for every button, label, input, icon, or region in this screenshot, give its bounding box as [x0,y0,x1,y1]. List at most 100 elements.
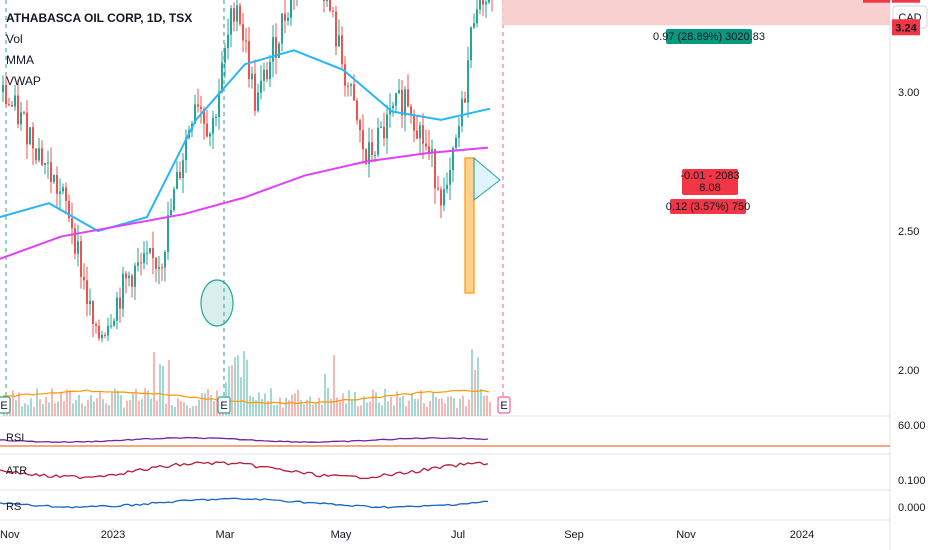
earnings-marker: E [220,400,227,412]
volume-bar [99,391,101,416]
indicator-vwap[interactable]: VWAP [6,74,41,88]
candle-body [146,252,148,254]
candle-body [335,11,337,47]
candle-body [209,133,211,137]
candle-body [224,48,226,63]
volume-bar [312,404,314,416]
volume-bar [201,392,203,416]
volume-bar [303,404,305,416]
candle-body [140,262,142,264]
volume-bar [36,388,38,416]
volume-bar [390,396,392,416]
candle-body [131,275,133,287]
candle-body [455,137,457,148]
rs-label: RS [6,501,21,513]
volume-bar [318,397,320,416]
candle-body [272,37,274,62]
candle-body [452,147,454,170]
volume-bar [81,403,83,416]
volume-bar [51,388,53,416]
rsi-value: 60.00 [898,420,926,432]
volume-bar [72,403,74,416]
volume-bar [60,392,62,416]
candle-body [53,174,55,182]
volume-bar [138,400,140,416]
candle-body [41,148,43,165]
volume-bar [90,395,92,416]
time-tick-label: Nov [0,529,20,541]
candle-body [122,273,124,309]
volume-bar [192,406,194,416]
candle-body [356,100,358,121]
volume-bar [12,390,14,416]
candle-body [254,73,256,111]
candle-body [44,163,46,165]
volume-bar [306,399,308,416]
candle-body [350,84,352,86]
volume-bar [399,397,401,416]
volume-bar [93,401,95,416]
volume-bar [282,407,284,416]
volume-bar [63,400,65,416]
volume-bar [279,397,281,416]
indicator-vol[interactable]: Vol [6,32,23,46]
volume-bar [276,404,278,416]
volume-bar [240,377,242,416]
volume-bar [462,395,464,416]
last-price-badge-box [892,0,920,3]
candle-body [434,149,436,189]
last-price-badge: 3.35 [895,0,916,2]
center-label-line2: 8.08 [699,182,720,194]
volume-bar [111,392,113,416]
volume-bar [468,399,470,416]
candle-body [5,84,7,105]
candle-body [284,13,286,21]
candle-body [464,98,466,103]
volume-bar [195,405,197,416]
volume-bar [285,397,287,416]
candle-body [242,23,244,41]
candle-body [56,174,58,194]
volume-bar [162,366,164,416]
volume-bar [18,392,20,416]
volume-bar [21,406,23,416]
volume-bar [42,404,44,416]
candle-body [392,105,394,109]
candle-body [176,171,178,190]
center-label-box [682,169,738,195]
candle-body [32,127,34,149]
volume-bar [330,398,332,416]
triangle-pattern [473,156,501,202]
volume-bar [456,407,458,416]
volume-bar [489,402,491,416]
candle-body [383,127,385,139]
candle-body [419,125,421,139]
candle-body [443,189,445,206]
candle-body [377,127,379,155]
candle-body [407,89,409,107]
volume-bar [246,359,248,416]
volume-bar [123,407,125,416]
candle-body [116,297,118,321]
candle-body [68,200,70,219]
candle-body [149,247,151,253]
candle-body [416,130,418,139]
volume-bar [144,388,146,416]
candle-body [71,218,73,229]
volume-bar [384,388,386,416]
volume-bar [267,400,269,416]
time-tick-label: Jul [451,529,465,541]
candle-body [269,61,271,80]
candle-body [470,27,472,61]
candle-body [476,9,478,24]
candle-body [92,300,94,325]
volume-bar [30,398,32,416]
indicator-mma[interactable]: MMA [6,53,34,67]
atr-line [0,461,489,480]
candle-body [488,0,490,3]
volume-bar [159,364,161,416]
candle-body [20,112,22,125]
volume-bar [210,395,212,416]
candle-body [266,69,268,80]
